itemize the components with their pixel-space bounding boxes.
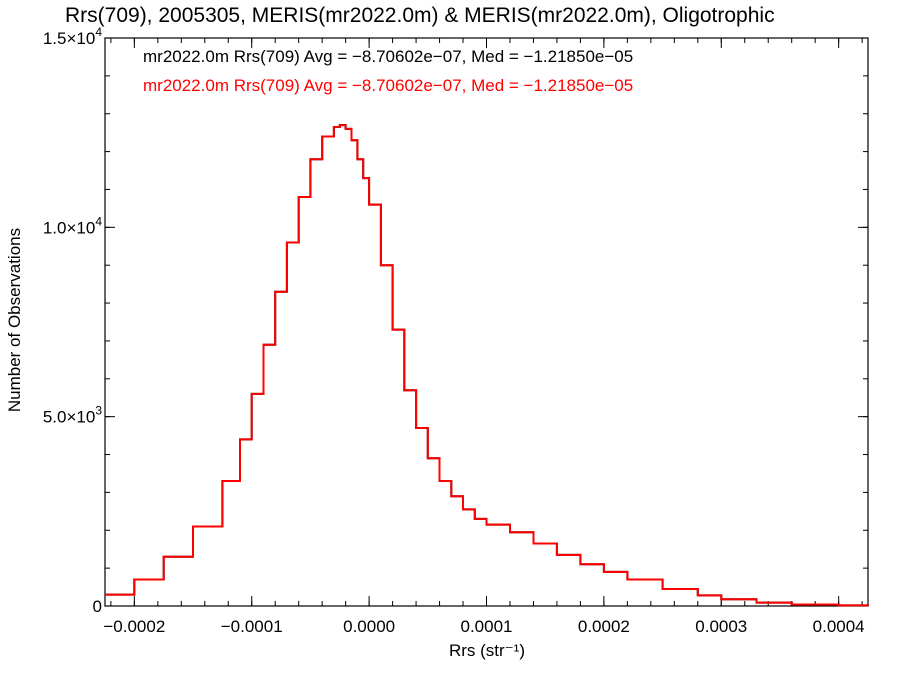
x-tick-label: 0.0004 [813, 617, 865, 636]
x-tick-label: 0.0002 [578, 617, 630, 636]
y-tick-labels: 0 5.0×103 1.0×104 1.5×104 [43, 25, 102, 616]
series-line-1 [105, 124, 869, 607]
series-group [105, 124, 869, 607]
x-tick-label: 0.0003 [695, 617, 747, 636]
x-tick-label: −0.0002 [103, 617, 165, 636]
annotation-black: mr2022.0m Rrs(709) Avg = −8.70602e−07, M… [143, 47, 633, 66]
y-tick-label: 5.0×103 [43, 404, 102, 427]
x-tick-label: −0.0001 [221, 617, 283, 636]
y-tick-label: 1.5×104 [43, 25, 102, 48]
x-tick-label: 0.0000 [343, 617, 395, 636]
x-tick-label: 0.0001 [461, 617, 513, 636]
annotation-red: mr2022.0m Rrs(709) Avg = −8.70602e−07, M… [143, 76, 633, 95]
x-axis-label: Rrs (str⁻¹) [449, 641, 525, 660]
y-axis-label: Number of Observations [5, 228, 24, 412]
y-tick-label: 0 [93, 597, 102, 616]
series-line-0 [105, 124, 869, 607]
chart-title: Rrs(709), 2005305, MERIS(mr2022.0m) & ME… [65, 4, 775, 27]
axis-ticks [105, 37, 868, 607]
y-tick-label: 1.0×104 [43, 214, 102, 237]
x-tick-labels: −0.0002 −0.0001 0.0000 0.0001 0.0002 0.0003 0.… [103, 617, 864, 636]
